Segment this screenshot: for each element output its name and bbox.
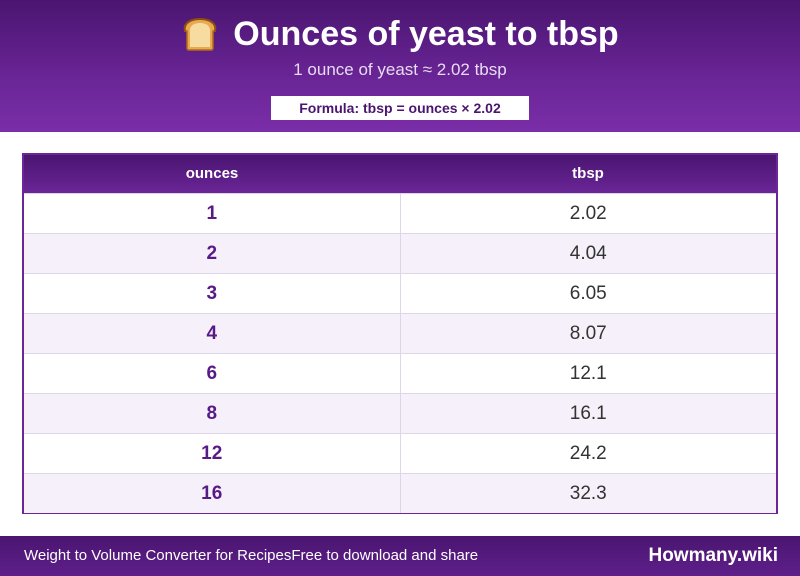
tbsp-cell: 2.02 (569, 203, 607, 224)
table-row: 3 6.05 (24, 273, 776, 313)
tbsp-cell: 12.1 (569, 363, 607, 384)
tbsp-cell: 4.04 (569, 243, 607, 264)
tbsp-cell: 32.3 (569, 483, 607, 504)
table-row: 8 16.1 (24, 393, 776, 433)
ounces-cell: 2 (24, 234, 401, 273)
table-row: 6 12.1 (24, 353, 776, 393)
ounces-cell: 4 (24, 314, 401, 353)
column-header-ounces: ounces (185, 165, 239, 182)
table-body: 1 2.02 2 4.04 3 6.05 4 8.07 6 12.1 8 16.… (24, 193, 776, 513)
footer-description: Weight to Volume Converter for Recipes (24, 547, 292, 564)
table-row: 4 8.07 (24, 313, 776, 353)
table-row: 1 2.02 (24, 193, 776, 233)
table-header: ounces tbsp (24, 155, 776, 193)
tbsp-cell: 24.2 (569, 443, 607, 464)
ounces-cell: 1 (24, 194, 401, 233)
ounces-cell: 3 (24, 274, 401, 313)
column-header-tbsp: tbsp (572, 165, 604, 182)
table-row: 12 24.2 (24, 433, 776, 473)
table-row: 2 4.04 (24, 233, 776, 273)
ounces-cell: 16 (24, 474, 401, 513)
tbsp-cell: 8.07 (569, 323, 607, 344)
footer-share-note: Free to download and share (291, 547, 479, 564)
ounces-cell: 12 (24, 434, 401, 473)
brand-link[interactable]: Howmany.wiki (648, 545, 778, 566)
footer-text: Weight to Volume Converter for RecipesFr… (24, 536, 478, 576)
ounces-cell: 6 (24, 354, 401, 393)
ounces-cell: 8 (24, 394, 401, 433)
formula-badge: Formula: tbsp = ounces × 2.02 (271, 96, 529, 120)
page-title: Ounces of yeast to tbsp (233, 15, 619, 53)
bread-icon (181, 17, 219, 51)
title-row: Ounces of yeast to tbsp (0, 12, 800, 56)
table-row: 16 32.3 (24, 473, 776, 513)
header: Ounces of yeast to tbsp 1 ounce of yeast… (0, 0, 800, 132)
footer: Weight to Volume Converter for RecipesFr… (0, 536, 800, 576)
conversion-table: ounces tbsp 1 2.02 2 4.04 3 6.05 4 8.07 … (22, 153, 778, 514)
subtitle: 1 ounce of yeast ≈ 2.02 tbsp (293, 60, 507, 79)
tbsp-cell: 6.05 (569, 283, 607, 304)
tbsp-cell: 16.1 (569, 403, 607, 424)
